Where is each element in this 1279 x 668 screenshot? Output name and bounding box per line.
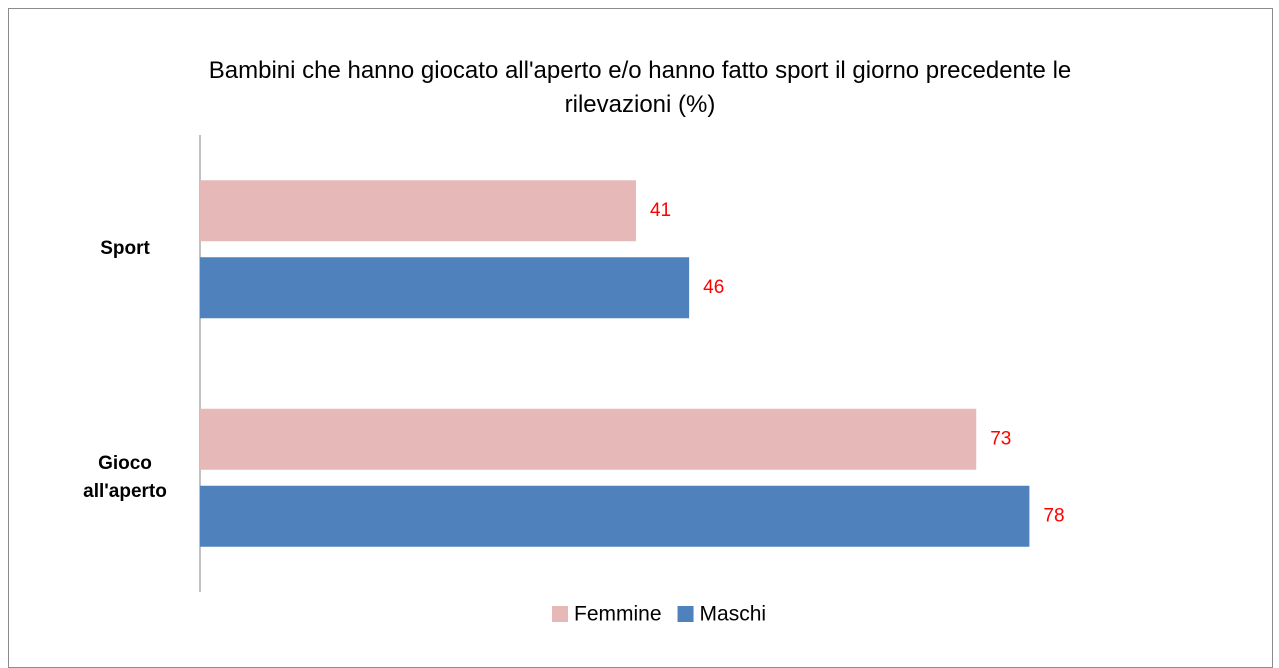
page: 41 46 73 78 Femmine Maschi Bambini che hanno … — [8, 8, 1273, 668]
bar — [200, 180, 636, 242]
bar — [200, 408, 977, 470]
data-label: 78 — [1043, 505, 1064, 526]
y-tick-label: Gioco all'aperto — [83, 452, 167, 502]
bar — [200, 257, 690, 319]
legend-label: Femmine — [574, 603, 662, 626]
bar — [200, 485, 1030, 547]
data-label: 41 — [650, 200, 671, 221]
y-tick-label: Sport — [100, 238, 150, 260]
legend-swatch — [677, 606, 694, 622]
data-label: 46 — [703, 277, 724, 298]
data-label: 73 — [990, 428, 1011, 449]
legend-swatch — [552, 606, 568, 622]
legend-label: Maschi — [700, 603, 767, 626]
chart: 41 46 73 78 Femmine Maschi — [199, 135, 1065, 626]
chart-title: Bambini che hanno giocato all'aperto e/o… — [208, 57, 1072, 118]
